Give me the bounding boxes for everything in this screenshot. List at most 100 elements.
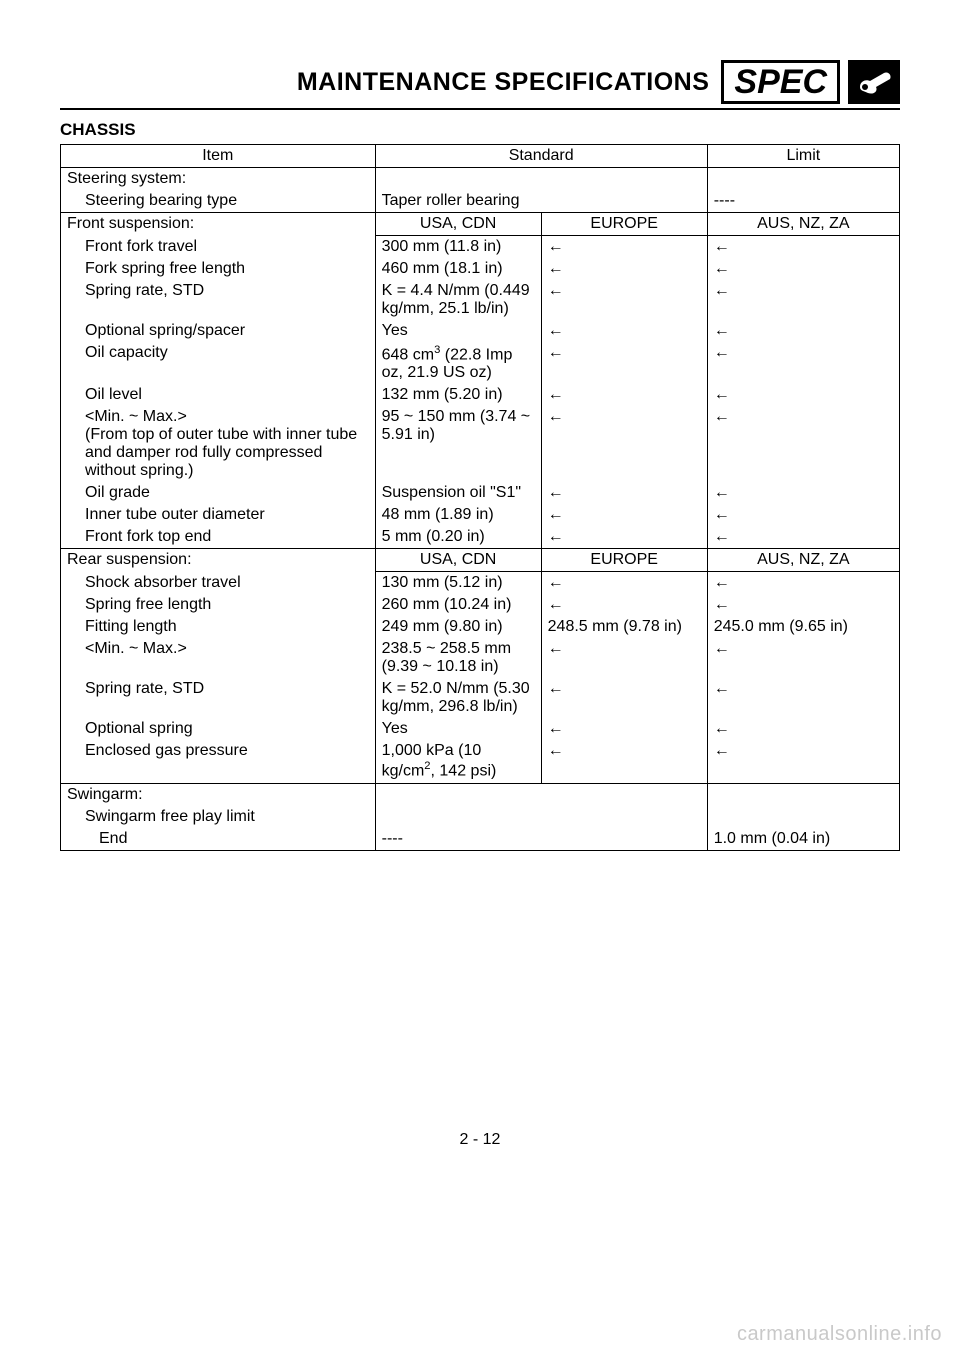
cell: AUS, NZ, ZA	[707, 213, 899, 236]
cell: ←	[707, 504, 899, 526]
cell	[375, 168, 707, 191]
cell: 238.5 ~ 258.5 mm (9.39 ~ 10.18 in)	[375, 638, 541, 678]
cell: EUROPE	[541, 549, 707, 572]
cell: Shock absorber travel	[61, 572, 376, 595]
cell: 648 cm3 (22.8 Imp oz, 21.9 US oz)	[375, 342, 541, 384]
cell: ----	[707, 190, 899, 213]
table-row: Steering bearing type Taper roller beari…	[61, 190, 900, 213]
cell: Optional spring	[61, 718, 376, 740]
cell: 130 mm (5.12 in)	[375, 572, 541, 595]
cell	[375, 783, 707, 806]
cell: AUS, NZ, ZA	[707, 549, 899, 572]
cell: ←	[707, 572, 899, 595]
table-row: Spring rate, STDK = 52.0 N/mm (5.30 kg/m…	[61, 678, 900, 718]
cell	[707, 168, 899, 191]
cell: ←	[541, 740, 707, 783]
cell: 95 ~ 150 mm (3.74 ~ 5.91 in)	[375, 406, 541, 482]
cell: Front fork top end	[61, 526, 376, 549]
cell: Enclosed gas pressure	[61, 740, 376, 783]
cell: <Min. ~ Max.>	[61, 638, 376, 678]
table-row: Swingarm free play limit	[61, 806, 900, 828]
cell: 48 mm (1.89 in)	[375, 504, 541, 526]
cell: USA, CDN	[375, 213, 541, 236]
cell: ←	[541, 342, 707, 384]
cell: ←	[541, 678, 707, 718]
cell: Steering system:	[61, 168, 376, 191]
cell: Taper roller bearing	[375, 190, 707, 213]
table-header-row: Item Standard Limit	[61, 145, 900, 168]
cell: ←	[541, 718, 707, 740]
watermark: carmanualsonline.info	[737, 1323, 942, 1346]
cell: ←	[541, 236, 707, 259]
col-item: Item	[61, 145, 376, 168]
chassis-table: Item Standard Limit Steering system: Ste…	[60, 144, 900, 851]
cell: Suspension oil "S1"	[375, 482, 541, 504]
table-row: Oil gradeSuspension oil "S1"←←	[61, 482, 900, 504]
col-limit: Limit	[707, 145, 899, 168]
cell: ←	[707, 384, 899, 406]
cell: 249 mm (9.80 in)	[375, 616, 541, 638]
cell: ←	[541, 482, 707, 504]
cell: Oil level	[61, 384, 376, 406]
cell: ←	[541, 638, 707, 678]
table-row: End ---- 1.0 mm (0.04 in)	[61, 828, 900, 851]
cell: ←	[707, 638, 899, 678]
table-row: <Min. ~ Max.> (From top of outer tube wi…	[61, 406, 900, 482]
spec-badge: SPEC	[721, 60, 840, 104]
cell: Swingarm:	[61, 783, 376, 806]
table-row: Front fork travel300 mm (11.8 in)←←	[61, 236, 900, 259]
table-row: Swingarm:	[61, 783, 900, 806]
cell: 245.0 mm (9.65 in)	[707, 616, 899, 638]
cell: ←	[541, 406, 707, 482]
cell: K = 52.0 N/mm (5.30 kg/mm, 296.8 lb/in)	[375, 678, 541, 718]
page-number: 2 - 12	[60, 1131, 900, 1149]
cell	[375, 806, 707, 828]
cell: Inner tube outer diameter	[61, 504, 376, 526]
cell: 132 mm (5.20 in)	[375, 384, 541, 406]
cell: 1.0 mm (0.04 in)	[707, 828, 899, 851]
table-row: Front fork top end5 mm (0.20 in)←←	[61, 526, 900, 549]
cell: Fitting length	[61, 616, 376, 638]
page-header: MAINTENANCE SPECIFICATIONS SPEC	[60, 60, 900, 110]
cell: ←	[541, 572, 707, 595]
table-row: Front suspension: USA, CDN EUROPE AUS, N…	[61, 213, 900, 236]
table-row: Optional springYes←←	[61, 718, 900, 740]
cell: ←	[707, 236, 899, 259]
col-standard: Standard	[375, 145, 707, 168]
table-row: Fitting length249 mm (9.80 in)248.5 mm (…	[61, 616, 900, 638]
cell: ←	[707, 258, 899, 280]
cell	[707, 783, 899, 806]
cell: End	[61, 828, 376, 851]
section-title: CHASSIS	[60, 120, 900, 140]
cell: 300 mm (11.8 in)	[375, 236, 541, 259]
cell: ←	[541, 258, 707, 280]
table-row: Rear suspension: USA, CDN EUROPE AUS, NZ…	[61, 549, 900, 572]
cell: <Min. ~ Max.> (From top of outer tube wi…	[61, 406, 376, 482]
table-row: <Min. ~ Max.>238.5 ~ 258.5 mm (9.39 ~ 10…	[61, 638, 900, 678]
cell: Yes	[375, 718, 541, 740]
cell: Rear suspension:	[61, 549, 376, 572]
cell: ←	[541, 504, 707, 526]
table-row: Shock absorber travel130 mm (5.12 in)←←	[61, 572, 900, 595]
cell: ←	[707, 482, 899, 504]
cell: ←	[541, 526, 707, 549]
cell: Oil grade	[61, 482, 376, 504]
cell: Oil capacity	[61, 342, 376, 384]
cell: 460 mm (18.1 in)	[375, 258, 541, 280]
table-row: Oil level132 mm (5.20 in)←←	[61, 384, 900, 406]
cell: Spring free length	[61, 594, 376, 616]
cell: ←	[707, 342, 899, 384]
cell: K = 4.4 N/mm (0.449 kg/mm, 25.1 lb/in)	[375, 280, 541, 320]
table-row: Optional spring/spacerYes←←	[61, 320, 900, 342]
table-row: Spring free length260 mm (10.24 in)←←	[61, 594, 900, 616]
table-row: Enclosed gas pressure1,000 kPa (10 kg/cm…	[61, 740, 900, 783]
cell: ←	[707, 678, 899, 718]
cell: ←	[541, 384, 707, 406]
cell: Spring rate, STD	[61, 678, 376, 718]
wrench-icon	[848, 60, 900, 104]
cell: Swingarm free play limit	[61, 806, 376, 828]
cell	[707, 806, 899, 828]
cell: ←	[541, 594, 707, 616]
cell: 260 mm (10.24 in)	[375, 594, 541, 616]
cell: ←	[707, 406, 899, 482]
